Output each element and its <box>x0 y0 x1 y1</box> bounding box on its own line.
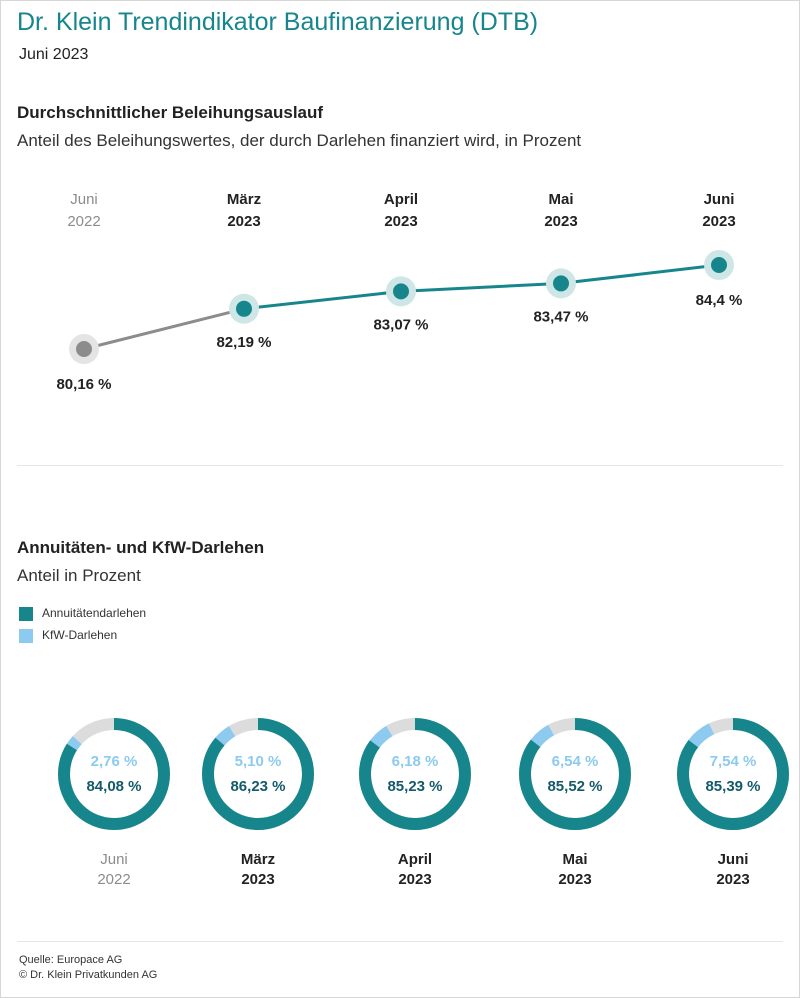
line-value-label: 84,4 % <box>696 292 743 309</box>
line-series <box>243 263 720 311</box>
donut-annuity-arc <box>677 718 789 830</box>
line-period-month: Mai <box>548 191 573 208</box>
donut-period-month: Mai <box>562 851 587 868</box>
donut-chart: 7,54 % 85,39 % Juni 2023 <box>677 718 790 888</box>
donut-chart: 6,18 % 85,23 % April 2023 <box>358 718 471 888</box>
donut-annuity-label: 85,52 % <box>547 778 602 795</box>
donut-annuity-label: 86,23 % <box>230 778 285 795</box>
line-period-year: 2023 <box>702 213 735 230</box>
line-period-month: Juni <box>70 191 98 208</box>
line-point <box>236 300 252 317</box>
legend-label-annuity: Annuitätendarlehen <box>42 606 147 620</box>
line-value-label: 82,19 % <box>216 334 271 351</box>
line-period-year: 2023 <box>227 213 260 230</box>
donut-chart: 5,10 % 86,23 % März 2023 <box>202 718 314 888</box>
donut-period-year: 2022 <box>97 871 130 888</box>
line-point <box>553 275 569 292</box>
line-value-label: 83,07 % <box>373 316 428 333</box>
legend-label-kfw: KfW-Darlehen <box>42 628 118 642</box>
donut-kfw-label: 6,18 % <box>392 753 439 770</box>
donut-annuity-label: 85,39 % <box>705 778 760 795</box>
line-period-year: 2022 <box>67 213 100 230</box>
donut-chart: 6,54 % 85,52 % Mai 2023 <box>519 718 631 888</box>
main-title: Dr. Klein Trendindikator Baufinanzierung… <box>17 8 539 36</box>
line-point <box>711 257 727 273</box>
donut-period-year: 2023 <box>716 871 749 888</box>
line-period-month: Juni <box>704 191 735 208</box>
legend-swatch-kfw <box>19 629 33 643</box>
donut-period-month: März <box>241 851 275 868</box>
donut-kfw-arc <box>358 718 471 830</box>
main-subtitle: Juni 2023 <box>19 46 89 63</box>
legend-swatch-annuity <box>19 607 33 621</box>
section2-title: Annuitäten- und KfW-Darlehen <box>17 538 265 557</box>
donut-period-month: Juni <box>718 851 749 868</box>
donut-kfw-arc <box>58 718 170 830</box>
donut-period-month: Juni <box>100 851 128 868</box>
line-period-month: März <box>227 191 261 208</box>
line-period-year: 2023 <box>544 213 577 230</box>
donut-annuity-label: 85,23 % <box>387 778 442 795</box>
line-period-month: April <box>384 191 418 208</box>
footer-copyright: © Dr. Klein Privatkunden AG <box>19 969 158 981</box>
donut-kfw-label: 5,10 % <box>235 753 282 770</box>
footer-divider <box>17 941 783 942</box>
donut-kfw-label: 7,54 % <box>710 753 757 770</box>
line-segment-past <box>83 307 245 351</box>
line-value-label: 83,47 % <box>533 308 588 325</box>
ltv-line-chart: Juni 2022 März 2023 April 2023 Mai 2023 Juni 2023… <box>56 191 743 393</box>
donut-kfw-arc <box>677 718 790 830</box>
donut-annuity-arc <box>202 718 314 830</box>
donut-kfw-arc <box>202 718 314 830</box>
donut-kfw-label: 6,54 % <box>552 753 599 770</box>
section1-title: Durchschnittlicher Beleihungsauslauf <box>17 103 324 122</box>
donut-period-month: April <box>398 851 432 868</box>
donut-annuity-arc <box>359 718 471 830</box>
donut-kfw-label: 2,76 % <box>91 753 138 770</box>
donut-annuity-label: 84,08 % <box>86 778 141 795</box>
donut-period-year: 2023 <box>398 871 431 888</box>
loan-share-donut-charts: 2,76 % 84,08 % Juni 2022 5,10 % 86,23 % März 20… <box>58 718 790 888</box>
section-divider <box>17 465 783 466</box>
line-value-label: 80,16 % <box>56 376 111 393</box>
line-point <box>393 283 409 300</box>
donut-period-year: 2023 <box>558 871 591 888</box>
section1-subtitle: Anteil des Beleihungswertes, der durch D… <box>17 131 582 150</box>
donut-period-year: 2023 <box>241 871 274 888</box>
donut-annuity-arc <box>58 718 170 830</box>
donut-annuity-arc <box>519 718 631 830</box>
footer-source: Quelle: Europace AG <box>19 954 123 966</box>
line-period-year: 2023 <box>384 213 417 230</box>
line-point <box>76 341 92 357</box>
donut-chart: 2,76 % 84,08 % Juni 2022 <box>58 718 170 888</box>
section2-subtitle: Anteil in Prozent <box>17 566 141 585</box>
